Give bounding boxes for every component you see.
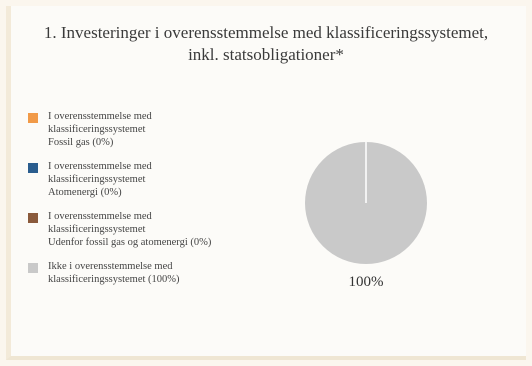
chart-frame	[6, 6, 526, 360]
legend-swatch	[28, 213, 38, 223]
legend-item-ikke: Ikke i overensstemmelse med klassificeri…	[28, 260, 298, 286]
chart-title-line-2: inkl. statsobligationer*	[188, 45, 344, 64]
legend-label: I overensstemmelse med klassificeringssy…	[48, 161, 152, 198]
legend-item-udenfor: I overensstemmelse med klassificeringssy…	[28, 210, 298, 249]
legend-label: Ikke i overensstemmelse med klassificeri…	[48, 261, 180, 285]
chart-legend: I overensstemmelse med klassificeringssy…	[28, 110, 298, 297]
legend-label: I overensstemmelse med klassificeringssy…	[48, 211, 212, 248]
legend-swatch	[28, 163, 38, 173]
pie-data-label: 100%	[348, 274, 384, 290]
legend-item-atomenergi: I overensstemmelse med klassificeringssy…	[28, 160, 298, 199]
legend-label: I overensstemmelse med klassificeringssy…	[48, 111, 152, 148]
legend-swatch	[28, 263, 38, 273]
chart-title: 1. Investeringer i overensstemmelse med …	[0, 22, 532, 66]
legend-swatch	[28, 113, 38, 123]
legend-item-fossil-gas: I overensstemmelse med klassificeringssy…	[28, 110, 298, 149]
chart-title-line-1: 1. Investeringer i overensstemmelse med …	[43, 23, 489, 42]
